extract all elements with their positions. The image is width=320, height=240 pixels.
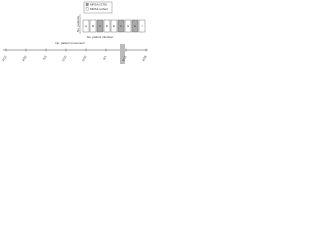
highlight-band	[120, 44, 125, 64]
cell-label: H	[134, 24, 136, 28]
timeline-date: 4/12	[1, 55, 8, 62]
cell-label: I	[142, 24, 143, 28]
legend-box	[83, 1, 113, 14]
timeline-date: 6/1	[102, 55, 108, 61]
timeline-date: 4/20	[21, 55, 28, 62]
timeline-date: 6/15	[121, 55, 128, 62]
cell-label: F	[120, 24, 122, 28]
cell	[96, 19, 104, 33]
cell-label: G	[127, 24, 130, 28]
legend-label: MRSA (ST8)	[90, 2, 107, 6]
timeline-date: 5/10	[61, 55, 68, 62]
background	[0, 0, 150, 83]
caption-top: No. patient infection	[87, 35, 114, 39]
diagram: No. patients No. patient infection No. p…	[0, 0, 150, 83]
caption-bottom: No. patient movement	[55, 41, 85, 45]
cell-label: E	[113, 24, 115, 28]
timeline-date: 5/22	[81, 55, 88, 62]
timeline-date: 5/3	[42, 55, 48, 61]
cell-label: A	[85, 24, 87, 28]
timeline-date: 6/28	[141, 55, 148, 62]
cell	[103, 19, 111, 33]
panel-y-label: No. patients	[76, 15, 80, 32]
legend-swatch	[85, 7, 89, 11]
cell	[117, 19, 125, 33]
cell-label: C	[99, 24, 102, 28]
legend-label: MRSA (other)	[90, 7, 108, 11]
cell-label: D	[106, 24, 109, 28]
cell	[124, 19, 132, 33]
cell	[110, 19, 118, 33]
cell	[138, 19, 146, 33]
cell	[82, 19, 90, 33]
legend-swatch	[85, 3, 89, 6]
cell-label: B	[92, 24, 94, 28]
cell	[131, 19, 139, 33]
cell	[89, 19, 97, 33]
